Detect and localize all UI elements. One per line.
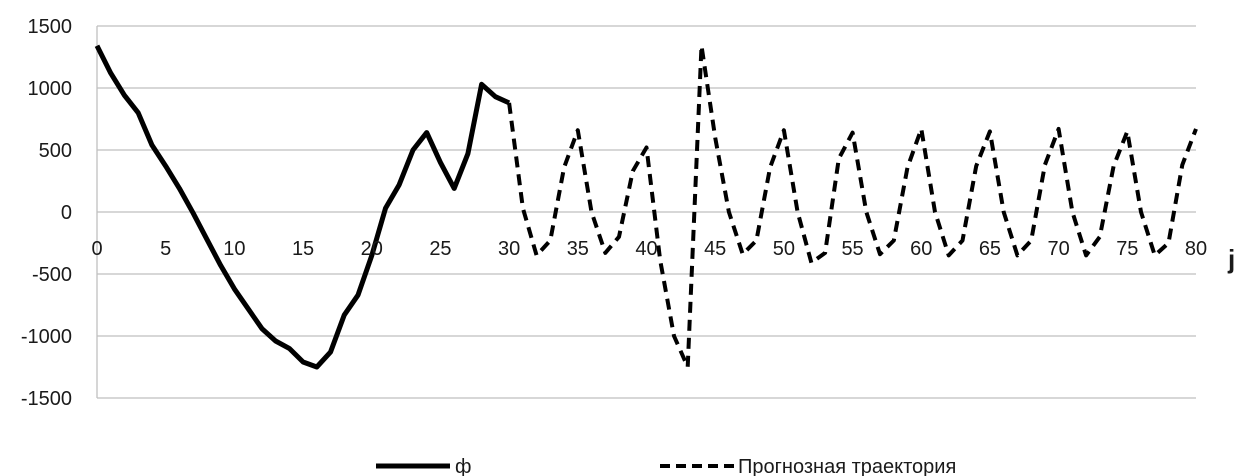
x-axis-tick-labels: 0 5 10 15 20 25 30 35 40 45 50 55 60 65 70 75 80 (91, 238, 1207, 260)
x-tick-label: 75 (1116, 238, 1138, 260)
y-tick-label: 500 (39, 140, 72, 162)
y-axis-tick-labels: 1500 1000 500 0 -500 -1000 -1500 (21, 16, 72, 410)
x-tick-label: 40 (635, 238, 657, 260)
y-tick-label: -1500 (21, 388, 72, 410)
x-tick-label: 55 (841, 238, 863, 260)
x-tick-label: 60 (910, 238, 932, 260)
legend-label-series-1: ф (455, 456, 471, 476)
x-tick-label: 70 (1048, 238, 1070, 260)
y-tick-label: 0 (61, 202, 72, 224)
legend-label-series-2: Прогнозная траектория (738, 456, 956, 476)
x-tick-label: 45 (704, 238, 726, 260)
gridlines (96, 25, 1196, 399)
y-tick-label: 1500 (28, 16, 73, 38)
x-tick-label: 0 (91, 238, 102, 260)
x-tick-label: 30 (498, 238, 520, 260)
series-line-2 (507, 43, 1198, 369)
y-tick-label: -1000 (21, 326, 72, 348)
x-axis-title: j (1227, 244, 1235, 274)
x-tick-label: 10 (223, 238, 245, 260)
x-tick-label: 65 (979, 238, 1001, 260)
y-tick-label: 1000 (28, 78, 73, 100)
x-tick-label: 5 (160, 238, 171, 260)
x-tick-label: 15 (292, 238, 314, 260)
series-lines (94, 43, 1198, 370)
x-tick-label: 80 (1185, 238, 1207, 260)
x-tick-label: 35 (567, 238, 589, 260)
x-tick-label: 25 (429, 238, 451, 260)
x-tick-label: 50 (773, 238, 795, 260)
x-tick-label: 20 (361, 238, 383, 260)
legend: ф Прогнозная траектория (376, 456, 956, 476)
y-tick-label: -500 (32, 264, 72, 286)
series-line-1 (94, 44, 511, 370)
